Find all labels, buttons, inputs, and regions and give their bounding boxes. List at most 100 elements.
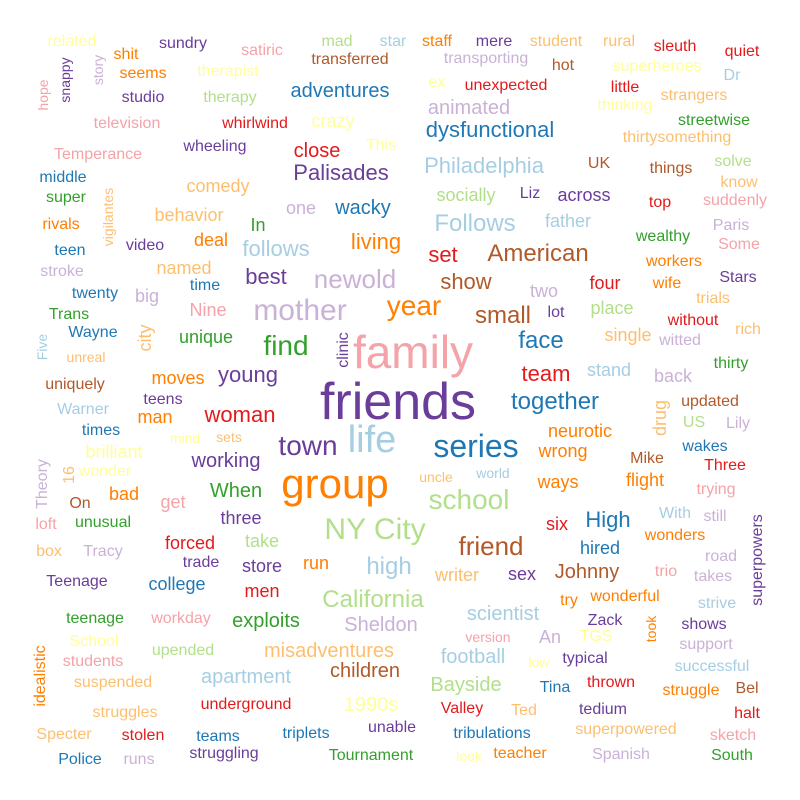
word-version: version xyxy=(465,629,511,645)
word-mad: mad xyxy=(321,33,353,50)
word-stroke: stroke xyxy=(40,263,84,280)
word-team: team xyxy=(521,361,571,386)
word-police: Police xyxy=(58,751,102,768)
word-crazy: crazy xyxy=(311,111,355,131)
word-in: In xyxy=(250,215,266,235)
word-mike: Mike xyxy=(630,450,664,467)
word-children: children xyxy=(329,660,401,682)
word-ways: ways xyxy=(537,472,579,492)
word-temperance: Temperance xyxy=(53,146,143,163)
word-unique: unique xyxy=(178,327,234,347)
word-exploits: exploits xyxy=(232,610,300,632)
word-bad: bad xyxy=(108,484,140,504)
word-stars: Stars xyxy=(719,269,757,286)
word-us: US xyxy=(682,414,706,431)
word-valley: Valley xyxy=(440,700,484,717)
word-follows: Follows xyxy=(434,210,516,237)
word-friend: friend xyxy=(458,531,524,561)
word-writer: writer xyxy=(435,565,479,585)
word-dysfunctional: dysfunctional xyxy=(425,117,555,142)
word-life: life xyxy=(347,419,397,461)
word-tracy: Tracy xyxy=(83,543,123,560)
word-unable: unable xyxy=(367,719,417,736)
word-comedy: comedy xyxy=(186,176,250,196)
word-sketch: sketch xyxy=(709,727,757,744)
word-working: working xyxy=(191,450,261,472)
word-together: together xyxy=(510,388,600,415)
word-palisades: Palisades xyxy=(293,160,389,185)
word-mere: mere xyxy=(475,33,513,50)
word-get: get xyxy=(160,492,186,512)
word-teens: teens xyxy=(143,391,183,408)
word-wife: wife xyxy=(652,275,682,292)
word-vigilantes: vigilantes xyxy=(100,187,116,247)
word-shit: shit xyxy=(113,46,139,63)
word-sex: sex xyxy=(507,564,537,584)
word-unreal: unreal xyxy=(66,349,106,365)
word-idealistic: idealistic xyxy=(32,645,49,707)
word-place: place xyxy=(590,298,634,318)
word-brilliant: brilliant xyxy=(85,442,143,462)
word-tribulations: tribulations xyxy=(453,725,531,742)
word-little: little xyxy=(610,79,640,96)
word-back: back xyxy=(653,366,693,386)
word-follows: follows xyxy=(242,236,310,261)
word-sleuth: sleuth xyxy=(653,38,697,55)
word-named: named xyxy=(156,258,212,278)
word-struggle: struggle xyxy=(662,682,720,699)
word-workday: workday xyxy=(151,610,211,627)
word-typical: typical xyxy=(562,650,608,667)
word-tina: Tina xyxy=(539,679,571,696)
word-big: big xyxy=(134,286,160,306)
word-struggling: struggling xyxy=(189,745,259,762)
word-wonders: wonders xyxy=(644,527,706,544)
word-single: single xyxy=(604,325,652,345)
word-snappy: snappy xyxy=(57,57,73,103)
word-mind: mind xyxy=(169,430,201,446)
word-high: High xyxy=(585,507,631,532)
word-student: student xyxy=(529,33,583,50)
word-underground: underground xyxy=(200,696,292,713)
word-take: take xyxy=(244,531,280,551)
word-lot: lot xyxy=(547,304,565,321)
word-thirty: thirty xyxy=(713,355,749,372)
word-animated: animated xyxy=(427,97,511,119)
word-16: 16 xyxy=(61,466,78,484)
word-teen: teen xyxy=(54,242,86,259)
word-sheldon: Sheldon xyxy=(344,614,418,636)
word-sundry: sundry xyxy=(158,35,208,52)
word-forced: forced xyxy=(164,533,216,553)
word-super: super xyxy=(45,189,87,206)
word-try: try xyxy=(560,592,578,609)
word-whirlwind: whirlwind xyxy=(222,115,288,132)
word-find: find xyxy=(263,330,309,361)
word-adventures: adventures xyxy=(290,80,390,102)
word-low: low xyxy=(528,654,550,670)
word-teams: teams xyxy=(196,728,240,745)
word-box: box xyxy=(36,543,62,560)
word-uniquely: uniquely xyxy=(45,376,105,393)
word-men: men xyxy=(244,581,280,601)
word-superheroes: superheroes xyxy=(612,58,702,75)
word-teenage: Teenage xyxy=(46,573,108,590)
word-rivals: rivals xyxy=(42,216,80,233)
word-lily: Lily xyxy=(725,415,751,432)
word-warner: Warner xyxy=(57,401,109,418)
word-loft: loft xyxy=(35,516,57,533)
word-seems: seems xyxy=(119,65,167,82)
word-liz: Liz xyxy=(519,185,541,202)
word-satiric: satiric xyxy=(241,42,283,59)
word-therapist: therapist xyxy=(197,63,259,80)
word-school: school xyxy=(428,484,510,515)
word-trade: trade xyxy=(182,554,220,571)
word-star: star xyxy=(379,33,407,50)
word-halt: halt xyxy=(734,705,760,722)
word-moves: moves xyxy=(151,368,205,388)
word-school: School xyxy=(69,633,119,650)
word-trying: trying xyxy=(696,481,736,498)
word-two: two xyxy=(529,281,559,301)
word-face: face xyxy=(518,327,564,354)
word-suspended: suspended xyxy=(73,674,153,691)
word-rural: rural xyxy=(602,33,636,50)
word-workers: workers xyxy=(645,253,703,270)
